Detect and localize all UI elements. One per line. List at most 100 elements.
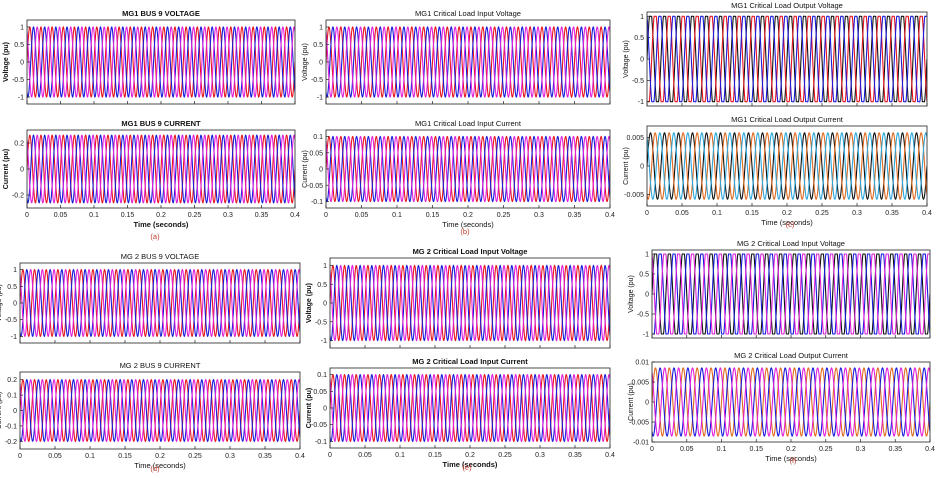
x-tick-label: 0.35: [888, 446, 902, 453]
series-line-3: [20, 268, 300, 338]
x-tick-label: 0.35: [568, 452, 582, 459]
y-tick-label: 0: [13, 408, 17, 415]
y-tick-label: -1: [638, 99, 644, 106]
y-tick-label: -0.005: [624, 192, 644, 199]
series-line-1: [20, 378, 300, 443]
y-tick-label: -0.5: [315, 319, 327, 326]
y-tick-label: -1: [18, 95, 24, 102]
x-axis-label: Time (seconds): [134, 220, 189, 229]
y-tick-label: 0.5: [7, 284, 17, 291]
x-tick-label: 0: [650, 446, 654, 453]
y-tick-label: -0.2: [5, 439, 17, 446]
x-tick-label: 0.2: [782, 210, 792, 217]
subfigure-label: (e): [462, 463, 472, 472]
y-tick-label: 0: [20, 60, 24, 67]
x-tick-label: 0.15: [426, 212, 440, 219]
x-tick-label: 0.1: [392, 212, 402, 219]
series-line-2: [326, 26, 610, 98]
x-tick-label: 0.05: [675, 210, 689, 217]
series-line-1: [326, 26, 610, 98]
x-tick-label: 0.2: [465, 452, 475, 459]
subfigure-label: (b): [460, 227, 470, 236]
y-tick-label: 0.5: [634, 35, 644, 42]
series-line-2: [647, 15, 927, 103]
y-tick-label: -1: [321, 338, 327, 345]
y-tick-label: -1: [643, 332, 649, 339]
x-tick-label: 0: [324, 212, 328, 219]
y-tick-label: 1: [645, 252, 649, 259]
y-axis-label: Voltage (pu): [306, 283, 313, 323]
y-tick-label: 0: [645, 400, 649, 407]
y-tick-label: -0.01: [633, 440, 649, 447]
series-line-2: [27, 134, 295, 204]
chart-title: MG 2 Critical Load Input Voltage: [737, 239, 845, 248]
x-tick-label: 0: [18, 453, 22, 460]
chart-title: MG1 Critical Load Output Current: [731, 115, 844, 124]
y-tick-label: -0.5: [632, 78, 644, 85]
chart-title: MG1 Critical Load Input Voltage: [415, 9, 521, 18]
y-axis-label: Voltage (pu): [302, 43, 309, 81]
series-line-1: [647, 132, 927, 200]
x-tick-label: 0.2: [156, 212, 166, 219]
x-axis-label: Time (seconds): [134, 461, 186, 470]
y-tick-label: -0.1: [5, 423, 17, 430]
y-tick-label: 0.1: [7, 393, 17, 400]
y-tick-label: -0.2: [12, 193, 24, 200]
chart-title: MG 2 BUS 9 CURRENT: [120, 361, 201, 370]
y-axis-label: Voltage (pu): [623, 40, 630, 78]
series-line-1: [20, 268, 300, 338]
y-tick-label: 0.005: [631, 380, 649, 387]
x-tick-label: 0.35: [885, 210, 899, 217]
series-line-1: [652, 253, 930, 335]
series-line-1: [652, 367, 930, 437]
x-tick-label: 0.25: [497, 212, 511, 219]
x-tick-label: 0.2: [155, 453, 165, 460]
chart-title: MG 2 Critical Load Input Current: [412, 357, 528, 366]
x-tick-label: 0.05: [680, 446, 694, 453]
y-tick-label: 0.2: [7, 377, 17, 384]
series-line-3: [330, 264, 610, 342]
y-tick-label: -0.5: [12, 77, 24, 84]
subplot-c1: 1 0.5 0 -0.5 -1 MG1 Critical Load Output Volt…: [623, 1, 928, 107]
x-tick-label: 0.15: [121, 212, 135, 219]
x-tick-label: 0.15: [745, 210, 759, 217]
series-line-2: [20, 378, 300, 443]
y-tick-label: 1: [13, 267, 17, 274]
x-axis-label: Time (seconds): [443, 460, 498, 469]
x-tick-label: 0.15: [749, 446, 763, 453]
x-tick-label: 0.1: [717, 446, 727, 453]
x-tick-label: 0.3: [856, 446, 866, 453]
y-tick-label: 0.2: [14, 141, 24, 148]
x-tick-label: 0.35: [568, 212, 582, 219]
y-tick-label: 1: [323, 263, 327, 270]
y-tick-label: 0.005: [626, 135, 644, 142]
subplot-d2: 0.20.10-0.1-0.20 0.05 0.1 0.15 0.2 0.25 0.3 0.3…: [0, 361, 305, 470]
y-axis-label: Voltage (pu): [628, 275, 635, 313]
x-tick-label: 0.05: [355, 212, 369, 219]
x-tick-label: 0.25: [498, 452, 512, 459]
x-tick-label: 0.35: [255, 212, 269, 219]
chart-title: MG1 BUS 9 CURRENT: [121, 119, 201, 128]
series-line-3: [27, 134, 295, 204]
chart-title: MG1 Critical Load Input Current: [415, 119, 522, 128]
x-tick-label: 0.05: [358, 452, 372, 459]
y-tick-label: 0.01: [635, 360, 649, 367]
x-tick-label: 0: [645, 210, 649, 217]
subplot-d1: 1 0.5 0 -0.5 -1 MG 2 BUS 9 VOLTAGE Voltage (pu…: [0, 252, 301, 344]
y-tick-label: 0: [640, 57, 644, 64]
y-tick-label: -1: [317, 95, 323, 102]
series-line-3: [326, 135, 610, 203]
y-tick-label: -0.1: [315, 439, 327, 446]
y-axis-label: Current (pu): [302, 150, 309, 188]
y-tick-label: 1: [319, 25, 323, 32]
subfigure-label: (f): [789, 456, 797, 465]
y-tick-label: 0.1: [313, 134, 323, 141]
x-tick-label: 0.25: [188, 453, 202, 460]
y-tick-label: 0: [645, 292, 649, 299]
y-tick-label: 0: [13, 301, 17, 308]
subplot-f1: 1 0.5 0 -0.5 -1 MG 2 Critical Load Input Volt…: [628, 239, 931, 339]
y-tick-label: -0.5: [637, 312, 649, 319]
x-tick-label: 0.1: [395, 452, 405, 459]
y-tick-label: 0: [319, 167, 323, 174]
